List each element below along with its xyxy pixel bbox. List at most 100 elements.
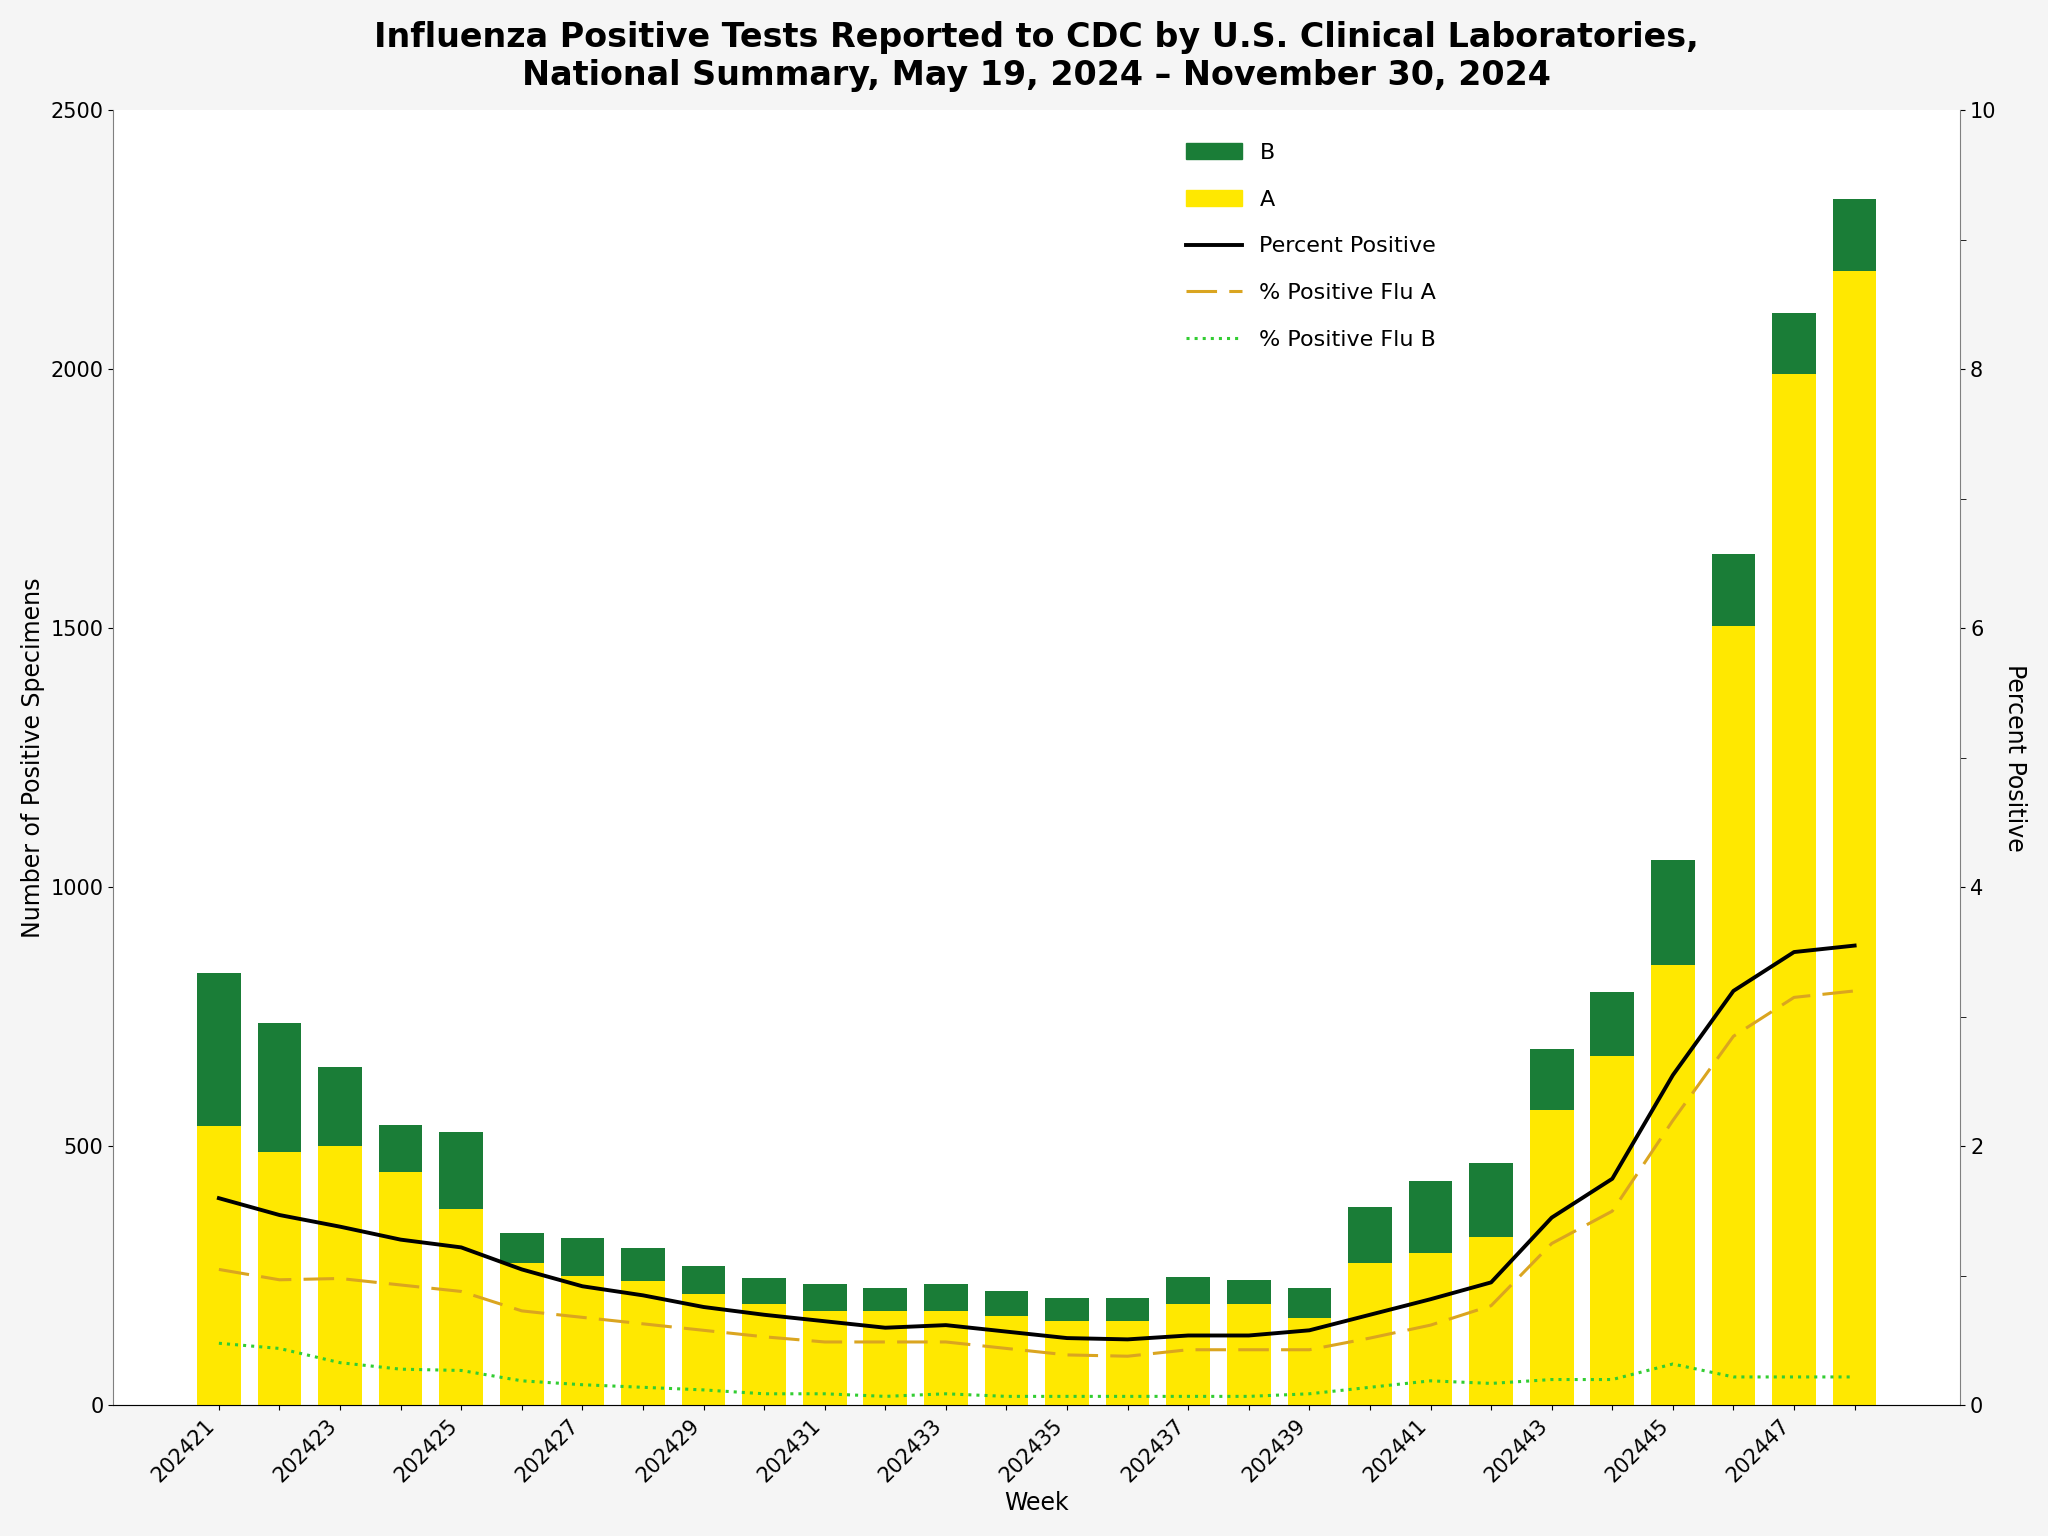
Bar xyxy=(1227,1279,1270,1304)
Bar xyxy=(1044,1321,1090,1405)
Bar xyxy=(379,1172,422,1405)
% Positive Flu A xyxy=(1782,988,1806,1006)
% Positive Flu B xyxy=(1358,1378,1382,1396)
Bar xyxy=(197,972,242,1126)
% Positive Flu A xyxy=(1599,1201,1624,1220)
% Positive Flu A xyxy=(813,1333,838,1352)
Line: % Positive Flu A: % Positive Flu A xyxy=(219,991,1855,1356)
Bar xyxy=(1167,1304,1210,1405)
Bar xyxy=(1227,1304,1270,1405)
Bar xyxy=(317,1068,362,1146)
Bar xyxy=(500,1233,543,1263)
Percent Positive xyxy=(1237,1326,1262,1344)
X-axis label: Week: Week xyxy=(1004,1491,1069,1514)
Percent Positive xyxy=(993,1322,1018,1341)
Bar xyxy=(621,1249,666,1281)
% Positive Flu A xyxy=(328,1269,352,1287)
% Positive Flu B xyxy=(1419,1372,1444,1390)
Bar xyxy=(1348,1207,1393,1263)
% Positive Flu B xyxy=(1055,1387,1079,1405)
% Positive Flu B xyxy=(692,1381,717,1399)
Bar xyxy=(1530,1049,1573,1111)
Bar xyxy=(500,1263,543,1405)
Legend: B, A, Percent Positive, % Positive Flu A, % Positive Flu B: B, A, Percent Positive, % Positive Flu A… xyxy=(1178,134,1446,358)
Percent Positive xyxy=(872,1318,897,1336)
Percent Positive xyxy=(1599,1169,1624,1187)
Bar xyxy=(985,1316,1028,1405)
Bar xyxy=(1167,1276,1210,1304)
Bar xyxy=(621,1281,666,1405)
Bar xyxy=(924,1312,969,1405)
Percent Positive xyxy=(569,1276,594,1295)
Percent Positive xyxy=(1661,1066,1686,1084)
% Positive Flu A xyxy=(266,1270,291,1289)
Percent Positive xyxy=(1479,1273,1503,1292)
Bar xyxy=(1468,1163,1513,1236)
Bar xyxy=(317,1146,362,1405)
% Positive Flu B xyxy=(752,1384,776,1402)
% Positive Flu A xyxy=(510,1301,535,1319)
Bar xyxy=(924,1284,969,1312)
% Positive Flu A xyxy=(1237,1341,1262,1359)
% Positive Flu A xyxy=(993,1339,1018,1358)
Bar xyxy=(1409,1252,1452,1405)
Bar xyxy=(1651,860,1694,965)
% Positive Flu A xyxy=(1055,1346,1079,1364)
Percent Positive xyxy=(1540,1209,1565,1227)
Bar xyxy=(1833,270,1876,1405)
% Positive Flu B xyxy=(872,1387,897,1405)
% Positive Flu B xyxy=(1237,1387,1262,1405)
% Positive Flu B xyxy=(449,1361,473,1379)
% Positive Flu B xyxy=(207,1335,231,1353)
Bar xyxy=(258,1152,301,1405)
% Positive Flu A xyxy=(1116,1347,1141,1366)
Bar xyxy=(1409,1181,1452,1252)
Bar xyxy=(1106,1321,1149,1405)
Percent Positive xyxy=(328,1218,352,1236)
% Positive Flu A xyxy=(1176,1341,1200,1359)
% Positive Flu B xyxy=(813,1384,838,1402)
% Positive Flu A xyxy=(1661,1111,1686,1129)
Percent Positive xyxy=(207,1189,231,1207)
% Positive Flu A xyxy=(1843,982,1868,1000)
% Positive Flu A xyxy=(1720,1028,1745,1046)
% Positive Flu B xyxy=(328,1353,352,1372)
Bar xyxy=(379,1124,422,1172)
% Positive Flu B xyxy=(1599,1370,1624,1389)
% Positive Flu A xyxy=(934,1333,958,1352)
Percent Positive xyxy=(1116,1330,1141,1349)
% Positive Flu B xyxy=(389,1359,414,1378)
Percent Positive xyxy=(389,1230,414,1249)
% Positive Flu B xyxy=(266,1339,291,1358)
Bar xyxy=(1288,1289,1331,1318)
Bar xyxy=(561,1276,604,1405)
Bar xyxy=(1833,200,1876,270)
% Positive Flu A xyxy=(1358,1329,1382,1347)
% Positive Flu B xyxy=(1479,1375,1503,1393)
Y-axis label: Number of Positive Specimens: Number of Positive Specimens xyxy=(20,578,45,938)
Percent Positive xyxy=(934,1316,958,1335)
Bar xyxy=(803,1312,846,1405)
Percent Positive xyxy=(692,1298,717,1316)
Line: % Positive Flu B: % Positive Flu B xyxy=(219,1344,1855,1396)
Percent Positive xyxy=(813,1312,838,1330)
% Positive Flu B xyxy=(631,1378,655,1396)
Bar xyxy=(440,1209,483,1405)
Percent Positive xyxy=(1843,937,1868,955)
% Positive Flu A xyxy=(1479,1296,1503,1315)
% Positive Flu A xyxy=(1419,1316,1444,1335)
Bar xyxy=(1772,313,1817,375)
% Positive Flu B xyxy=(510,1372,535,1390)
% Positive Flu A xyxy=(631,1315,655,1333)
Bar xyxy=(1468,1236,1513,1405)
Line: Percent Positive: Percent Positive xyxy=(219,946,1855,1339)
Bar xyxy=(864,1289,907,1312)
Bar xyxy=(1591,992,1634,1055)
% Positive Flu B xyxy=(1116,1387,1141,1405)
% Positive Flu B xyxy=(569,1376,594,1395)
% Positive Flu A xyxy=(449,1283,473,1301)
Bar xyxy=(1106,1298,1149,1321)
% Positive Flu B xyxy=(1843,1367,1868,1385)
% Positive Flu B xyxy=(1176,1387,1200,1405)
Bar xyxy=(1591,1055,1634,1405)
